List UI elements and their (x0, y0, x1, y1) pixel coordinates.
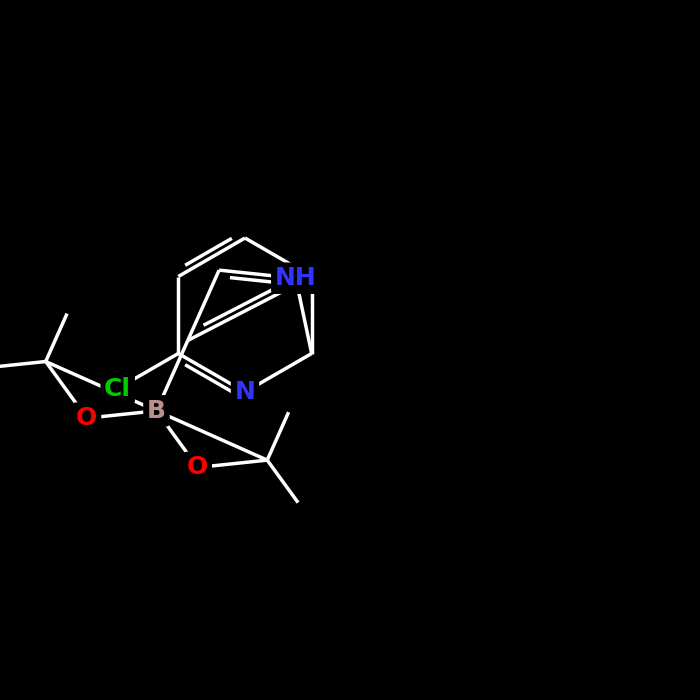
Text: B: B (147, 399, 166, 423)
Text: O: O (187, 456, 208, 480)
Text: Cl: Cl (104, 377, 131, 400)
Text: NH: NH (275, 266, 316, 290)
Text: O: O (76, 406, 97, 430)
Text: N: N (234, 380, 255, 404)
